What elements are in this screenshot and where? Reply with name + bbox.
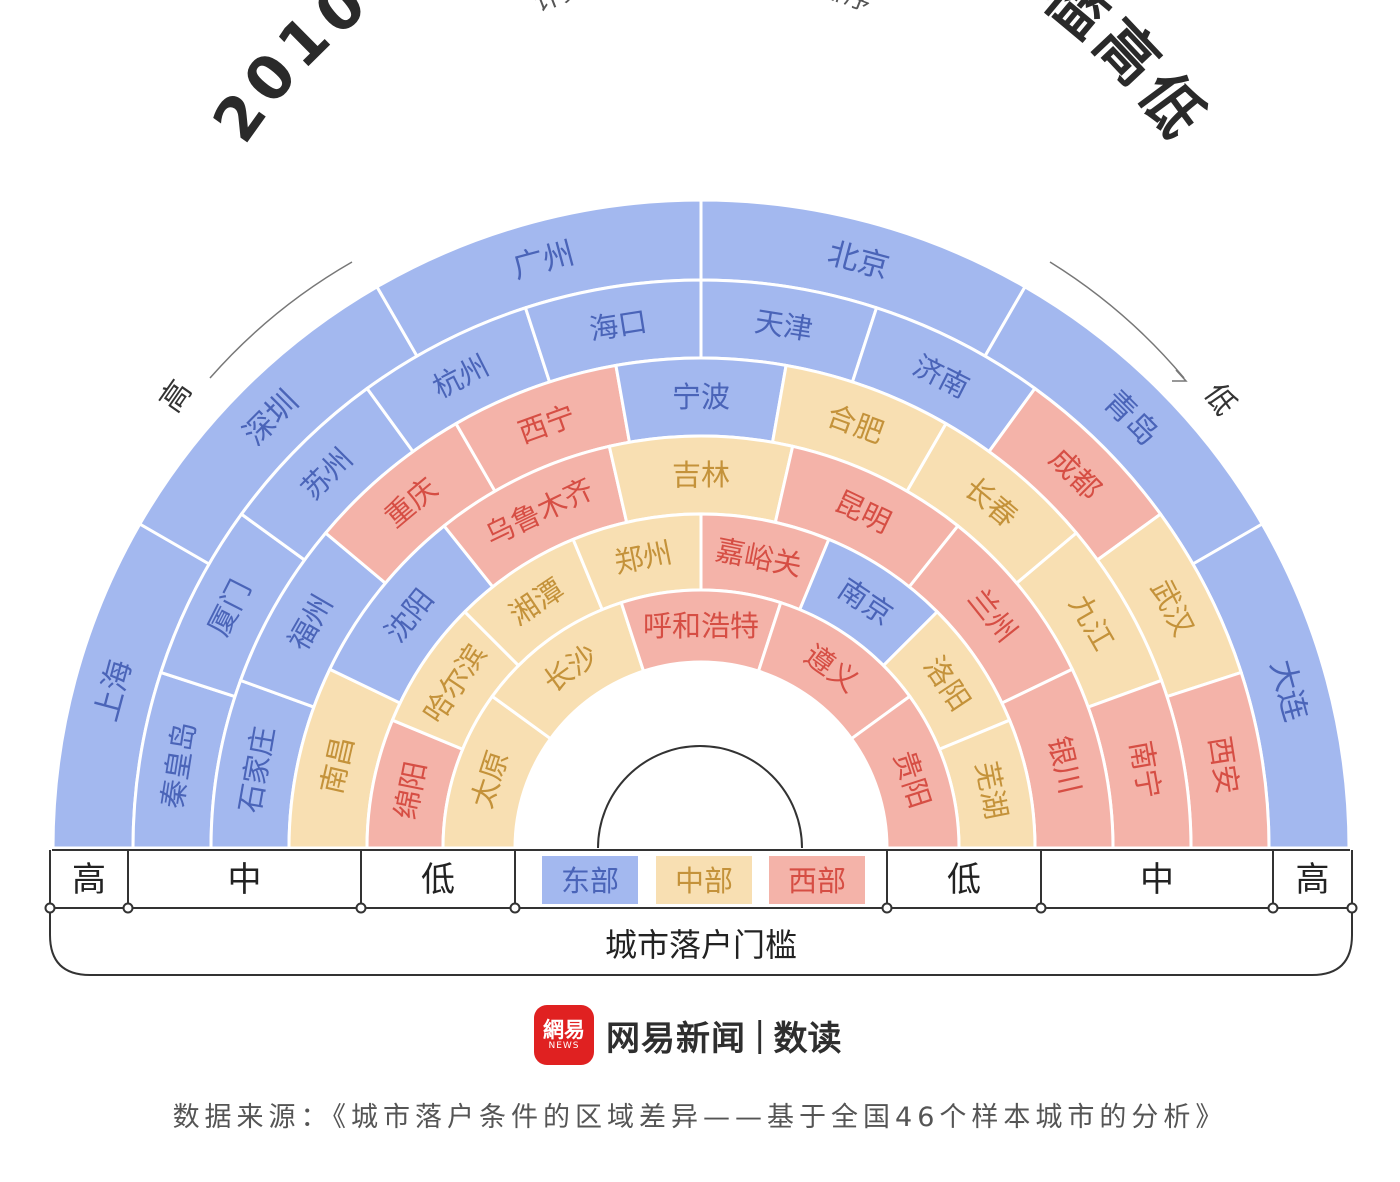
legend-item: 东部	[542, 856, 638, 904]
scale-node	[1346, 902, 1358, 914]
city-segment	[849, 694, 961, 850]
level-label: 中	[228, 860, 262, 900]
city-label: 吉林	[672, 458, 730, 492]
scale-dividers	[44, 850, 1358, 914]
data-source: 数据来源：《城市落户条件的区域差异——基于全国46个样本城市的分析》	[172, 1102, 1228, 1133]
scale-node	[122, 902, 134, 914]
brand-name: 网易新闻	[606, 1018, 746, 1059]
logo-main-text: 網易	[543, 1018, 585, 1042]
legend-label: 中部	[675, 864, 733, 898]
scale-node	[1035, 902, 1047, 914]
logo-sub-text: NEWS	[548, 1041, 580, 1051]
scale-node	[44, 902, 56, 914]
arrow-head-icon	[1172, 369, 1188, 382]
scale-node	[509, 902, 521, 914]
city-label: 呼和浩特	[643, 609, 759, 643]
order-start-label: 高	[153, 374, 199, 419]
order-arrow-left-arc	[209, 261, 353, 379]
order-arrow-right-arc	[1049, 261, 1185, 379]
axis-label: 城市落户门槛	[605, 926, 797, 964]
diagram-subtitle: 计算落户条件投影值依次排序	[530, 0, 876, 18]
level-label: 低	[421, 860, 455, 900]
scale-node	[355, 902, 367, 914]
rings-layer	[51, 198, 1351, 850]
scale-node	[1267, 902, 1279, 914]
legend-swatch	[656, 856, 752, 904]
level-label: 高	[1296, 860, 1330, 900]
legend-label: 西部	[788, 864, 846, 898]
level-label: 高	[72, 860, 106, 900]
order-end-label: 低	[1197, 377, 1243, 422]
legend-label: 东部	[561, 864, 619, 898]
level-label: 低	[947, 860, 981, 900]
brand-column: 数读	[773, 1018, 842, 1059]
level-label: 中	[1140, 860, 1174, 900]
scale-node	[881, 902, 893, 914]
city-label: 宁波	[672, 380, 730, 414]
legend-swatch	[769, 856, 865, 904]
scale-labels: 高中低低中高	[72, 860, 1330, 900]
legend-item: 西部	[769, 856, 865, 904]
legend-item: 中部	[656, 856, 752, 904]
diagram-title: 2010-2011年45城市落户门槛高低	[200, 0, 1220, 155]
brand-separator: |	[754, 1015, 766, 1055]
legend: 东部 中部 西部	[542, 856, 865, 904]
level-scale: 高 中 低 低 中 高 城市落户门槛	[44, 849, 1358, 976]
scale-bracket	[49, 908, 1353, 976]
brand: 網易 NEWS 网易新闻 | 数读	[534, 1003, 841, 1067]
netease-news-logo-icon: 網易 NEWS	[534, 1005, 594, 1065]
center-arc	[597, 745, 803, 849]
legend-swatch	[542, 856, 638, 904]
